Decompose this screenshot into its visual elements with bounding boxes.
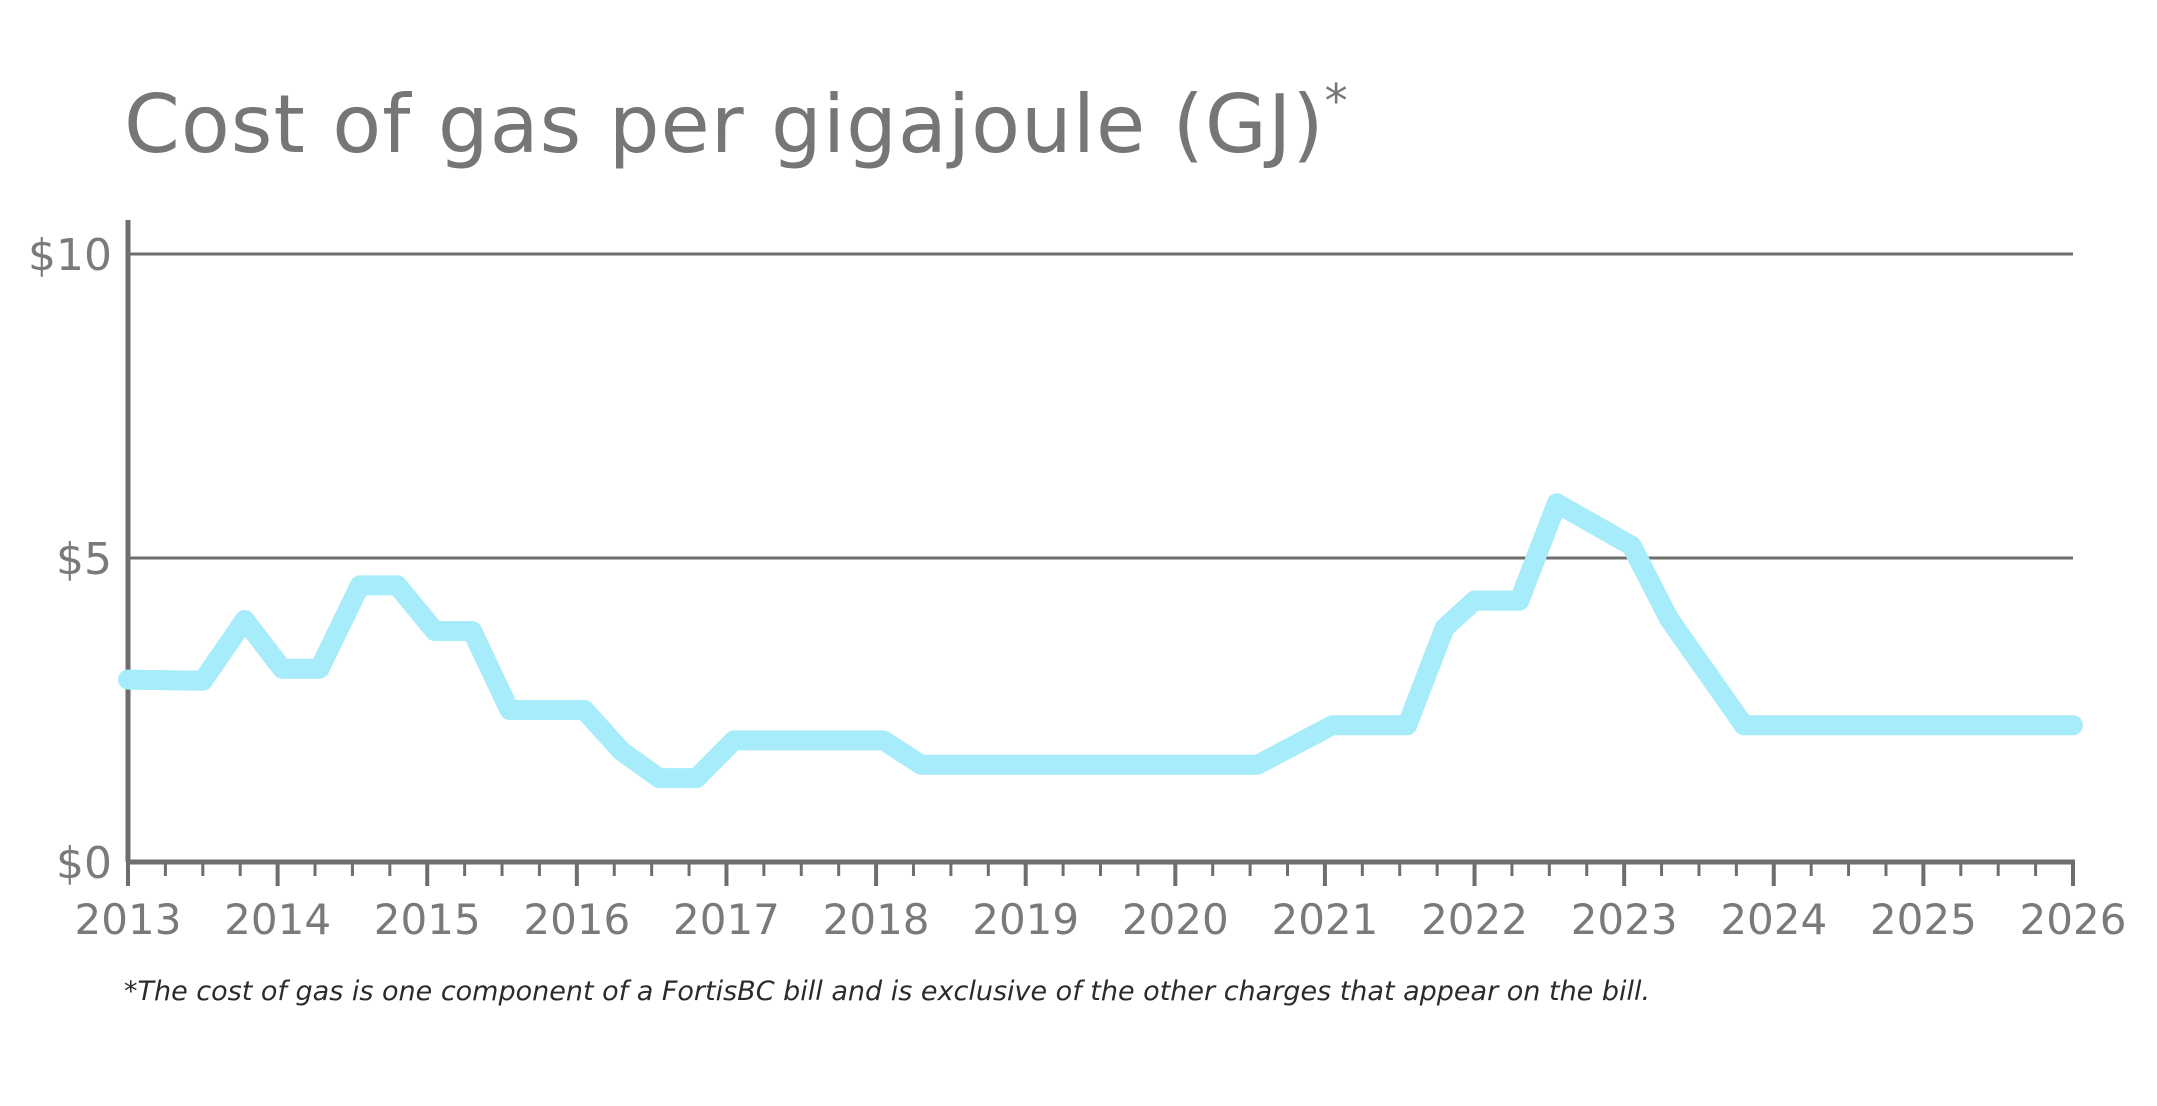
y-tick-label: $10: [28, 230, 112, 281]
series-line-0: [118, 493, 2083, 789]
x-tick-label: 2019: [972, 895, 1079, 944]
data-point: [319, 668, 321, 670]
data-point: [434, 630, 436, 632]
data-point: [471, 630, 473, 632]
x-tick-label: 2026: [2020, 895, 2127, 944]
x-tick-label: 2014: [224, 895, 331, 944]
x-tick-label: 2016: [523, 895, 630, 944]
x-tick-label: 2023: [1571, 895, 1678, 944]
data-point: [244, 619, 246, 621]
data-point: [883, 739, 885, 741]
data-point: [1631, 545, 1633, 547]
data-point: [1474, 600, 1476, 602]
x-tick-label: 2024: [1720, 895, 1827, 944]
data-point: [658, 777, 660, 779]
chart-title: Cost of gas per gigajoule (GJ)*: [124, 74, 1349, 171]
data-point: [396, 584, 398, 586]
data-point: [2072, 724, 2074, 726]
data-point: [1556, 502, 1558, 504]
x-tick-label: 2022: [1421, 895, 1528, 944]
data-point: [621, 750, 623, 752]
data-point: [733, 739, 735, 741]
chart-title-text: Cost of gas per gigajoule (GJ): [124, 78, 1325, 171]
data-point: [920, 764, 922, 766]
data-point: [1444, 627, 1446, 629]
x-tick-label: 2015: [374, 895, 481, 944]
footnote: *The cost of gas is one component of a F…: [124, 976, 1651, 1007]
y-tick-label: $0: [56, 838, 112, 889]
data-point: [583, 709, 585, 711]
x-tick-label: 2020: [1122, 895, 1229, 944]
x-tick-label: 2021: [1271, 895, 1378, 944]
y-tick-label: $5: [56, 534, 112, 585]
data-point: [696, 777, 698, 779]
x-tick-label: 2018: [823, 895, 930, 944]
data-point: [1406, 724, 1408, 726]
title-asterisk: *: [1324, 74, 1349, 128]
data-point: [127, 679, 129, 681]
x-tick-label: 2013: [75, 895, 182, 944]
data-point: [1518, 600, 1520, 602]
x-tick-label: 2017: [673, 895, 780, 944]
data-point: [281, 668, 283, 670]
data-point: [359, 584, 361, 586]
data-point: [1331, 724, 1333, 726]
data-point: [1257, 764, 1259, 766]
data-point: [1668, 618, 1670, 620]
x-tick-label: 2025: [1870, 895, 1977, 944]
data-point: [509, 709, 511, 711]
data-point: [1743, 724, 1745, 726]
data-point: [202, 680, 204, 682]
